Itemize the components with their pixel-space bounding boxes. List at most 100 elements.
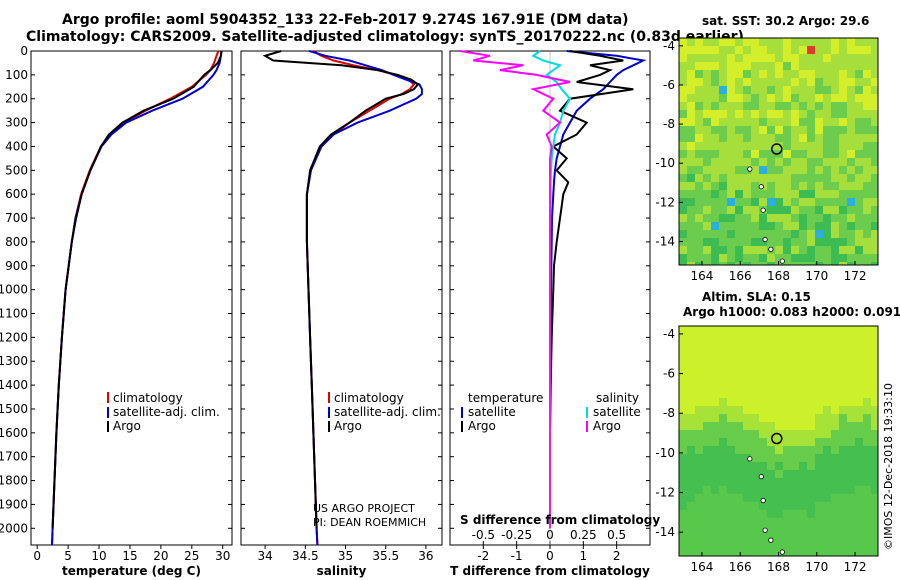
map-cell: [687, 374, 695, 382]
map-cell: [767, 214, 775, 222]
map-cell: [847, 486, 855, 494]
map-cell: [703, 54, 711, 62]
map-cell: [703, 398, 711, 406]
map-cell: [767, 366, 775, 374]
map-cell: [831, 374, 839, 382]
map-cell: [775, 526, 783, 534]
map-cell: [823, 342, 831, 350]
map-cell: [847, 158, 855, 166]
map-cell: [735, 62, 743, 70]
map-cell: [831, 478, 839, 486]
map-cell: [695, 182, 703, 190]
map-cell: [823, 134, 831, 142]
map-cell: [863, 126, 871, 134]
map-cell: [727, 526, 735, 534]
map-cell: [695, 518, 703, 526]
map-cell: [799, 62, 807, 70]
map-cell: [839, 246, 847, 254]
map-cell: [735, 70, 743, 78]
map-cell: [847, 254, 855, 262]
map-cell: [855, 430, 863, 438]
map-cell: [799, 70, 807, 78]
map-cell: [839, 358, 847, 366]
map-cell: [783, 238, 791, 246]
map-cell: [831, 118, 839, 126]
map-cell: [863, 350, 871, 358]
map-cell: [823, 54, 831, 62]
map-cell: [855, 118, 863, 126]
map-cell: [743, 62, 751, 70]
map-cell: [719, 542, 727, 550]
map-cell: [679, 222, 687, 230]
map-cell: [783, 542, 791, 550]
map-cell: [807, 102, 815, 110]
map-cell: [783, 454, 791, 462]
map-cell: [839, 38, 847, 46]
map-cell: [751, 134, 759, 142]
map-cell: [759, 542, 767, 550]
map-cell: [799, 478, 807, 486]
map-cell: [727, 142, 735, 150]
x-tick-label: 164: [691, 560, 714, 574]
map-cell: [855, 438, 863, 446]
x-tick-label: 2: [613, 549, 621, 563]
map-cell: [703, 134, 711, 142]
x-tick-label: 36: [418, 549, 433, 563]
map-cell: [695, 38, 703, 46]
map-cell: [839, 182, 847, 190]
map-cell: [847, 238, 855, 246]
map-cell: [815, 494, 823, 502]
map-cell: [799, 366, 807, 374]
map-cell: [687, 38, 695, 46]
x-tick-label: 172: [844, 560, 867, 574]
map-cell: [855, 486, 863, 494]
map-cell: [719, 78, 727, 86]
island-mark: [747, 166, 753, 172]
map-cell: [847, 70, 855, 78]
x-tick-label: 164: [691, 269, 714, 283]
map-cell: [727, 62, 735, 70]
map-cell: [847, 206, 855, 214]
map-cell: [831, 518, 839, 526]
map-cell: [807, 126, 815, 134]
map-cell: [807, 518, 815, 526]
map-cell: [807, 510, 815, 518]
map-cell: [847, 126, 855, 134]
map-cell: [783, 414, 791, 422]
map-cell: [807, 110, 815, 118]
map-cell: [687, 230, 695, 238]
map-cell: [783, 38, 791, 46]
map-cell: [695, 422, 703, 430]
map-cell: [751, 174, 759, 182]
map-cell: [807, 134, 815, 142]
map-cell: [847, 86, 855, 94]
map-cell: [847, 526, 855, 534]
map-cell: [687, 486, 695, 494]
map-cell: [679, 422, 687, 430]
plot-frame: [30, 50, 233, 546]
map-cell: [703, 430, 711, 438]
map-cell: [719, 206, 727, 214]
map-cell: [687, 454, 695, 462]
map-cell: [687, 158, 695, 166]
map-cell: [855, 502, 863, 510]
map-cell: [687, 126, 695, 134]
map-cell: [719, 398, 727, 406]
map-cell: [703, 102, 711, 110]
map-cell: [823, 382, 831, 390]
map-cell: [711, 94, 719, 102]
map-cell: [807, 166, 815, 174]
map-cell: [767, 86, 775, 94]
map-cell: [871, 494, 878, 502]
map-cell: [871, 374, 878, 382]
map-cell: [679, 542, 687, 550]
map-cell: [695, 446, 703, 454]
map-cell: [727, 478, 735, 486]
map-cell: [711, 102, 719, 110]
map-cell: [847, 62, 855, 70]
map-cell: [775, 46, 783, 54]
map-cell: [711, 126, 719, 134]
map-cell: [823, 38, 831, 46]
map-cell: [847, 438, 855, 446]
map-cell: [743, 206, 751, 214]
